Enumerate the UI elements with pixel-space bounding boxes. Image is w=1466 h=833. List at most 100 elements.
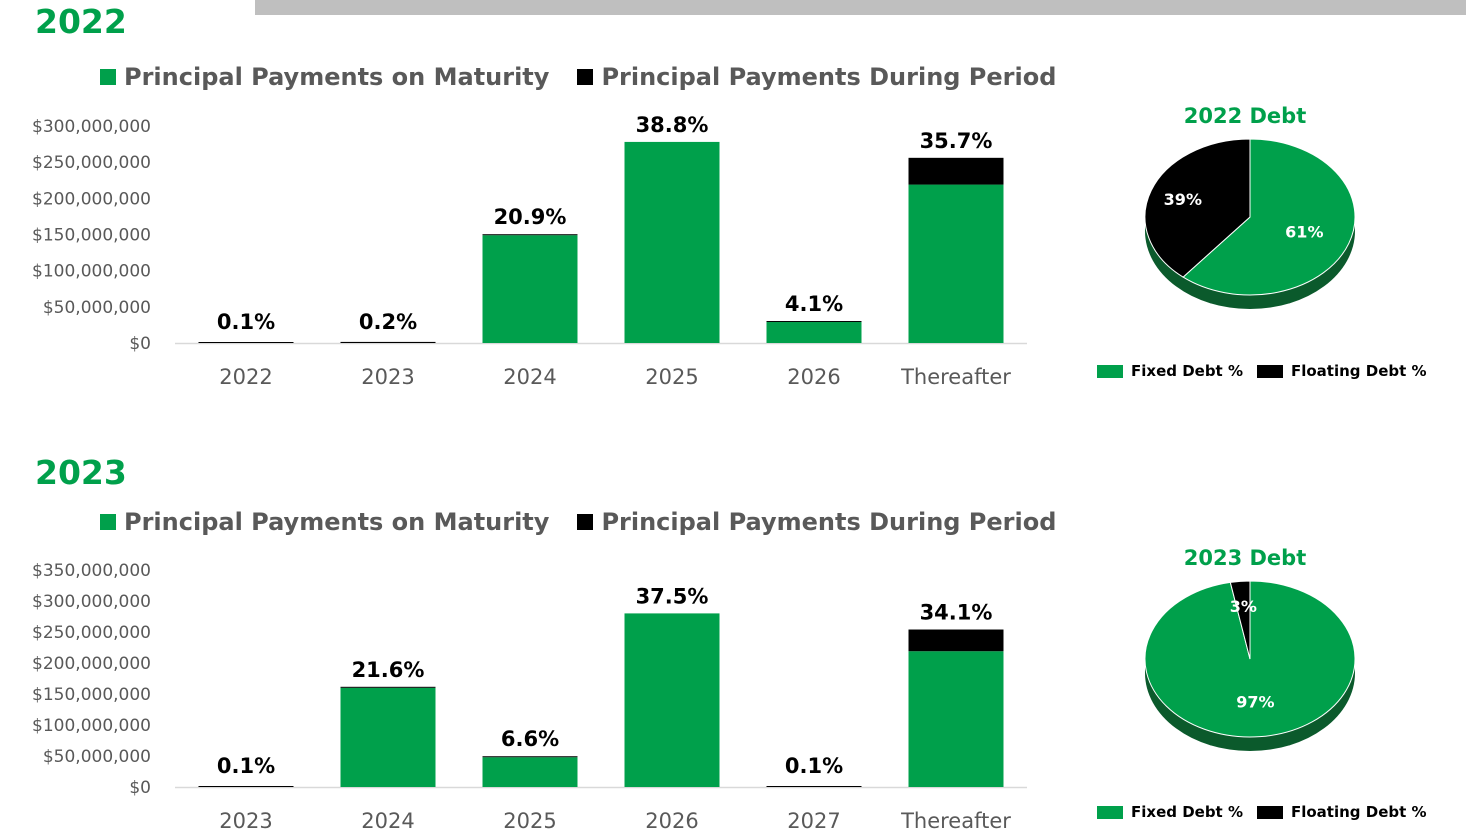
bar-maturity <box>340 687 436 787</box>
pie-legend-item-fixed: Fixed Debt % <box>1097 362 1243 380</box>
y-tick-label: $100,000,000 <box>32 716 151 736</box>
y-tick-label: $200,000,000 <box>32 189 151 209</box>
pie-slice-label: 61% <box>1285 223 1323 242</box>
x-category-label: 2025 <box>645 365 698 389</box>
bar-percent-label: 6.6% <box>501 727 559 751</box>
pie-slice-label: 97% <box>1236 693 1274 712</box>
bar-maturity <box>908 651 1004 787</box>
x-category-label: 2026 <box>645 809 698 833</box>
pie-legend-label-floating: Floating Debt % <box>1290 803 1427 821</box>
bar-during-period <box>482 756 578 758</box>
bar-during-period <box>340 686 436 688</box>
pie-slice-fixed <box>1182 138 1356 296</box>
legend-swatch-green <box>100 69 116 85</box>
x-category-label: 2024 <box>503 365 556 389</box>
pie-legend: Fixed Debt % Floating Debt % <box>1097 803 1441 821</box>
section-year-title: 2022 <box>35 2 127 41</box>
x-category-label: Thereafter <box>900 365 1011 389</box>
x-category-label: 2022 <box>219 365 272 389</box>
y-tick-label: $350,000,000 <box>32 561 151 581</box>
legend-item-maturity: Principal Payments on Maturity <box>100 63 549 91</box>
bar-during-period <box>482 234 578 236</box>
x-category-label: 2026 <box>787 365 840 389</box>
x-category-label: 2025 <box>503 809 556 833</box>
bar-during-period <box>198 786 294 787</box>
bar-chart-legend: Principal Payments on Maturity Principal… <box>100 508 1084 536</box>
y-tick-label: $300,000,000 <box>32 592 151 612</box>
pie-slice-label: 39% <box>1164 190 1202 209</box>
pie-legend-label-fixed: Fixed Debt % <box>1131 362 1243 380</box>
y-tick-label: $0 <box>129 334 151 354</box>
y-tick-label: $150,000,000 <box>32 226 151 246</box>
bar-maturity <box>624 141 720 343</box>
pie-legend-item-floating: Floating Debt % <box>1256 803 1427 821</box>
y-tick-label: $150,000,000 <box>32 685 151 705</box>
bar-maturity <box>482 235 578 343</box>
pie-legend-item-floating: Floating Debt % <box>1256 362 1427 380</box>
legend-label-during: Principal Payments During Period <box>601 63 1057 91</box>
legend-label-maturity: Principal Payments on Maturity <box>124 63 550 91</box>
y-tick-label: $200,000,000 <box>32 654 151 674</box>
legend-swatch-black <box>577 514 594 530</box>
pie-title: 2022 Debt <box>1183 104 1307 128</box>
x-category-label: 2027 <box>787 809 840 833</box>
bar-during-period <box>340 341 436 343</box>
pie-slice-label: 3% <box>1230 597 1257 616</box>
pie-legend-swatch-black <box>1256 364 1283 378</box>
bar-maturity <box>624 613 720 787</box>
bar-percent-label: 37.5% <box>636 584 709 608</box>
legend-item-during: Principal Payments During Period <box>577 508 1056 536</box>
bar-maturity <box>766 322 862 343</box>
y-tick-label: $50,000,000 <box>43 747 151 767</box>
bar-maturity <box>482 757 578 787</box>
bar-percent-label: 0.2% <box>359 310 417 334</box>
bar-chart-2022: $0 $50,000,000 $100,000,000 $150,000,000 $20… <box>32 113 1027 389</box>
legend-item-maturity: Principal Payments on Maturity <box>100 508 549 536</box>
legend-label-during: Principal Payments During Period <box>601 508 1057 536</box>
x-category-label: 2023 <box>219 809 272 833</box>
bar-percent-label: 20.9% <box>494 205 567 229</box>
y-tick-label: $100,000,000 <box>32 262 151 282</box>
pie-legend-label-floating: Floating Debt % <box>1290 362 1427 380</box>
x-category-label: 2023 <box>361 365 414 389</box>
bar-percent-label: 35.7% <box>920 129 993 153</box>
bar-percent-label: 0.1% <box>217 754 275 778</box>
pie-chart-2023: 97% 3% <box>1144 580 1356 751</box>
pie-slice-floating <box>1229 580 1251 660</box>
bar-percent-label: 38.8% <box>636 113 709 137</box>
y-tick-label: $50,000,000 <box>43 298 151 318</box>
bar-during-period <box>766 786 862 787</box>
section-year-title: 2023 <box>35 453 127 492</box>
pie-legend-swatch-green <box>1097 364 1123 378</box>
x-category-label: Thereafter <box>900 809 1011 833</box>
bar-percent-label: 34.1% <box>920 601 993 625</box>
bar-during-period <box>908 629 1004 652</box>
bar-percent-label: 0.1% <box>785 754 843 778</box>
bar-chart-legend: Principal Payments on Maturity Principal… <box>100 63 1084 91</box>
legend-item-during: Principal Payments During Period <box>577 63 1056 91</box>
x-category-label: 2024 <box>361 809 414 833</box>
bar-chart-2023: $0 $50,000,000 $100,000,000 $150,000,000 $20… <box>32 561 1027 833</box>
bar-during-period <box>198 342 294 343</box>
y-tick-label: $250,000,000 <box>32 153 151 173</box>
bar-maturity <box>908 184 1004 343</box>
bar-during-period <box>766 321 862 323</box>
legend-swatch-green <box>100 514 116 530</box>
bar-percent-label: 0.1% <box>217 310 275 334</box>
bar-percent-label: 4.1% <box>785 292 843 316</box>
pie-title: 2023 Debt <box>1183 546 1307 570</box>
top-gray-bar <box>255 0 1466 15</box>
legend-label-maturity: Principal Payments on Maturity <box>124 508 550 536</box>
y-tick-label: $300,000,000 <box>32 117 151 137</box>
pie-legend-swatch-black <box>1256 805 1283 819</box>
pie-slice-floating <box>1144 138 1251 278</box>
y-tick-label: $250,000,000 <box>32 623 151 643</box>
y-tick-label: $0 <box>129 778 151 798</box>
pie-legend: Fixed Debt % Floating Debt % <box>1097 362 1441 380</box>
pie-legend-swatch-green <box>1097 805 1123 819</box>
bar-percent-label: 21.6% <box>352 658 425 682</box>
bar-during-period <box>908 157 1004 185</box>
legend-swatch-black <box>577 69 594 85</box>
pie-legend-item-fixed: Fixed Debt % <box>1097 803 1243 821</box>
pie-legend-label-fixed: Fixed Debt % <box>1131 803 1243 821</box>
